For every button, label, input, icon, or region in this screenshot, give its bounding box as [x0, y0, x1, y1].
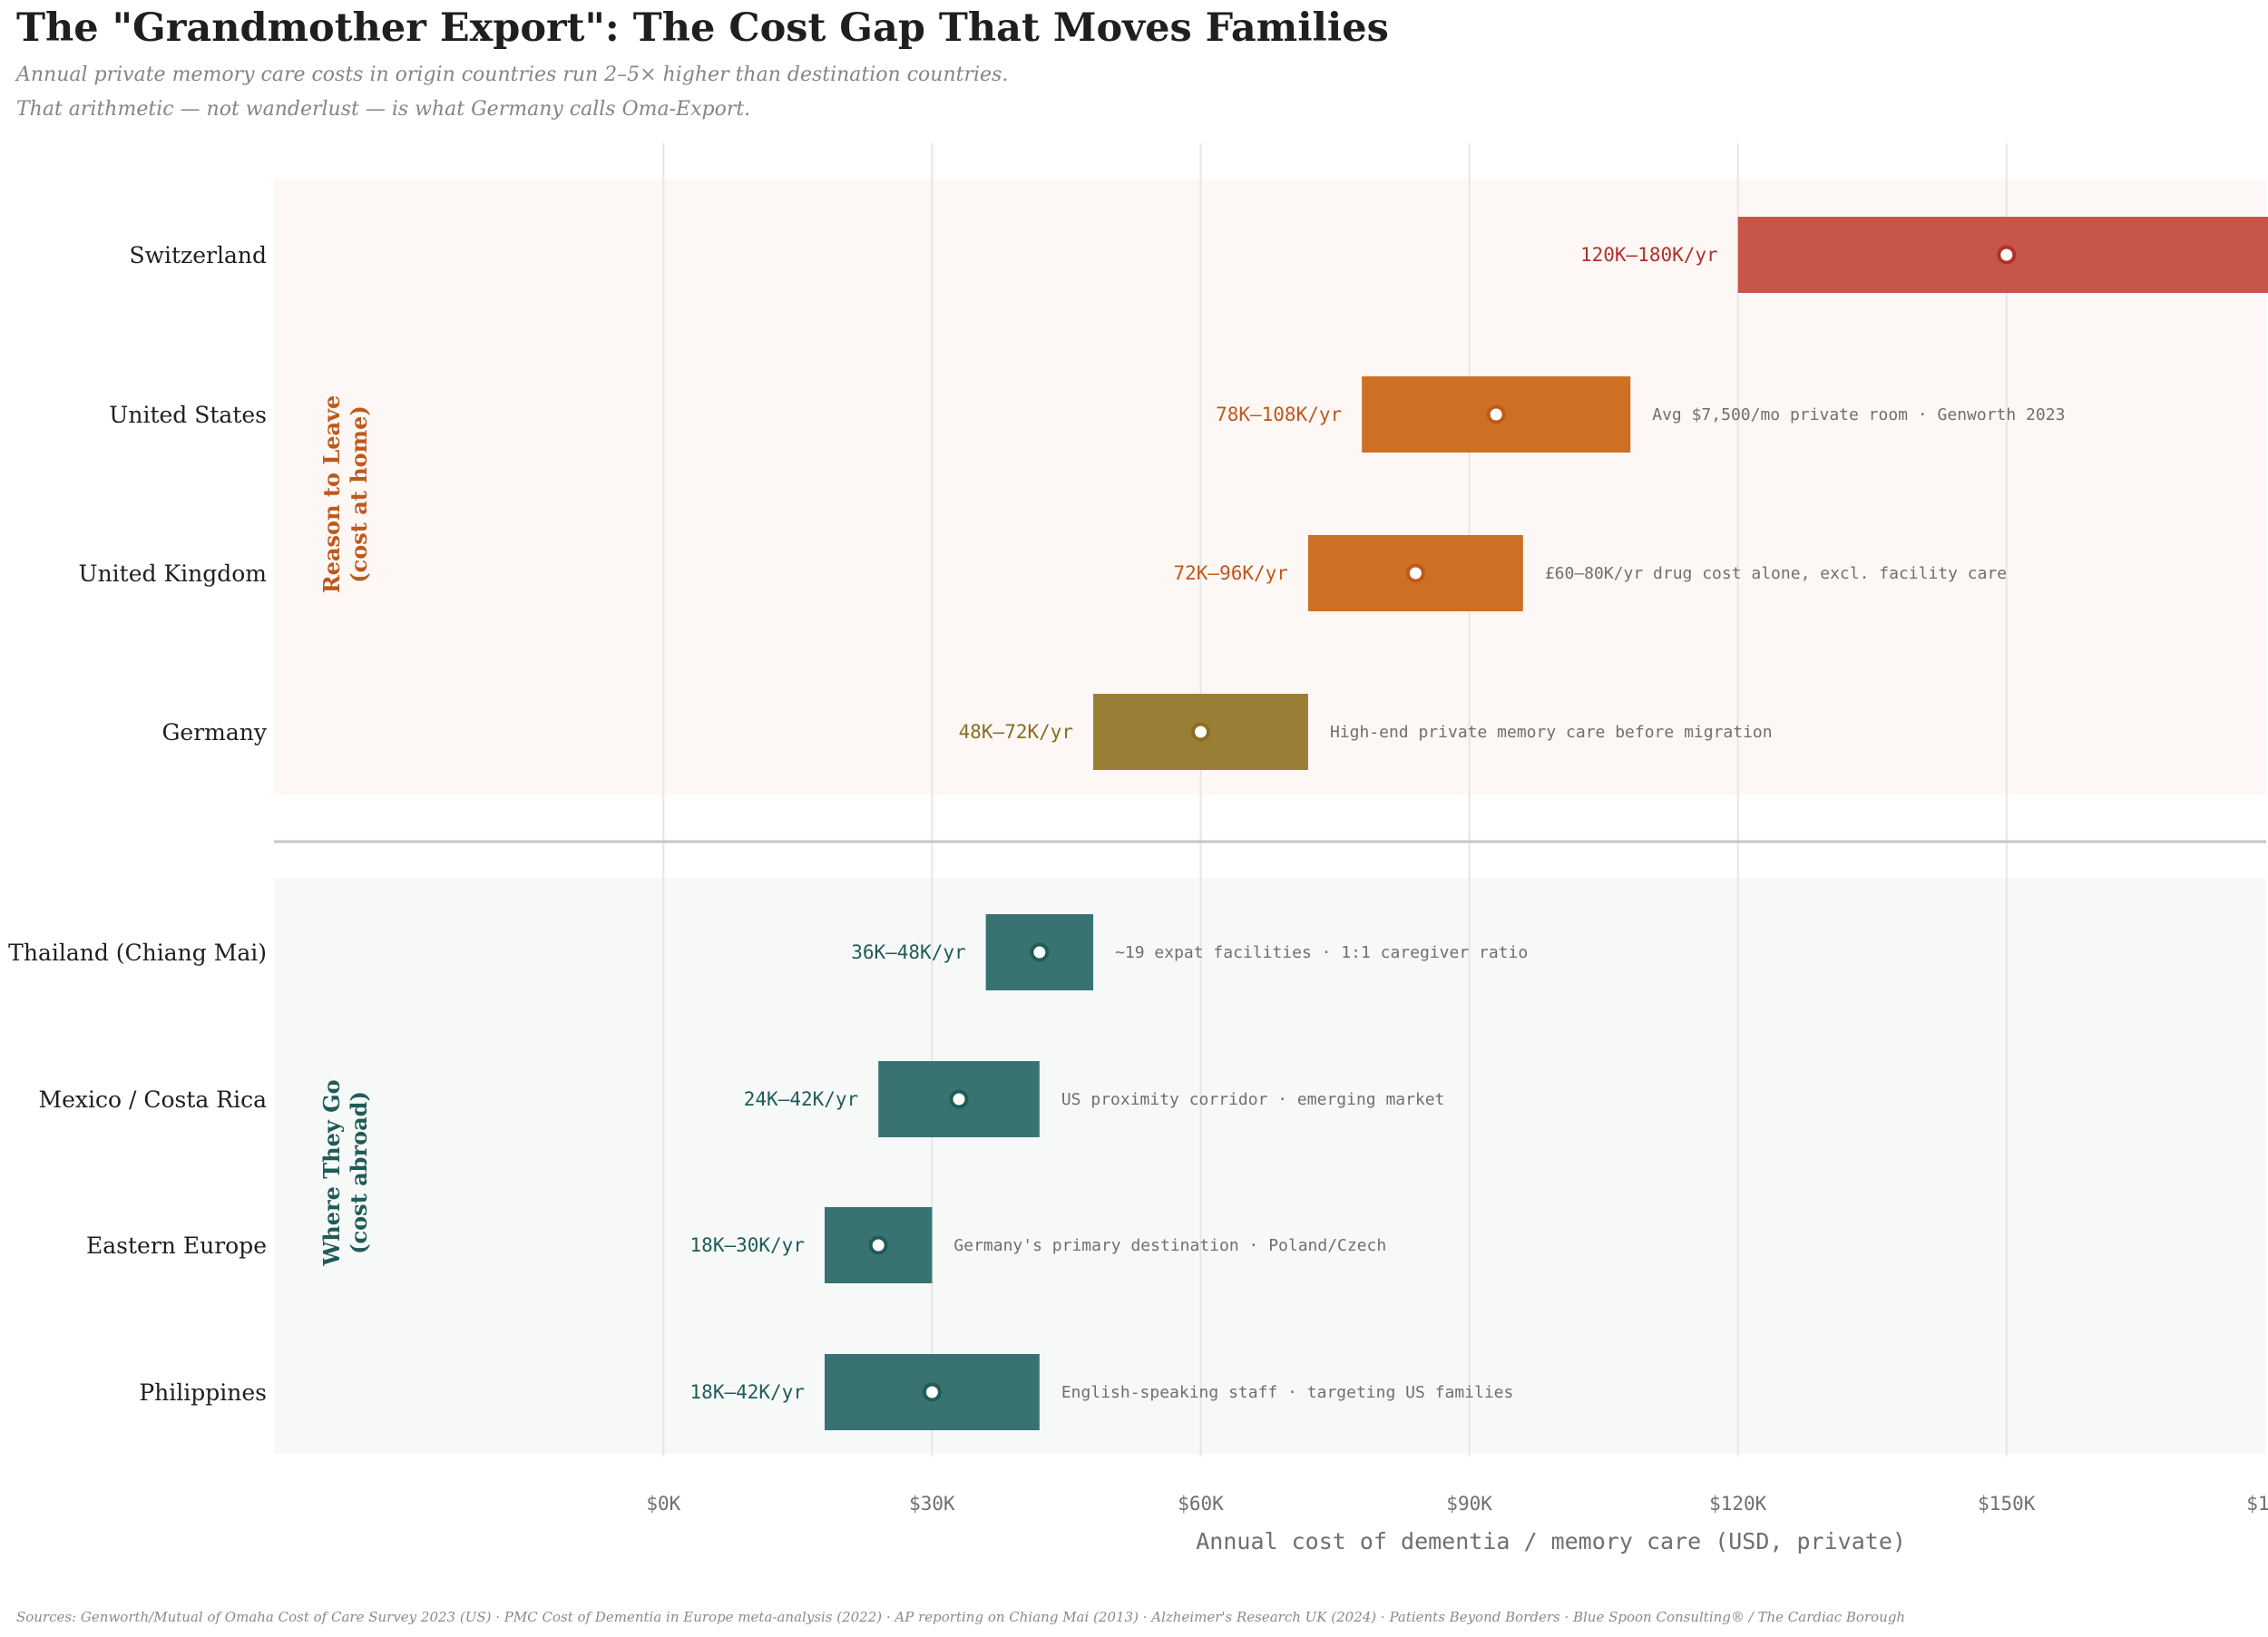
- panel-background-1: [274, 878, 2266, 1454]
- midpoint-marker-1-2: [868, 1235, 888, 1255]
- range-label-1-1: 24K–42K/yr: [744, 1088, 858, 1110]
- chart-subtitle-line-2: That arithmetic — not wanderlust — is wh…: [16, 98, 751, 121]
- midpoint-marker-0-1: [1486, 404, 1506, 424]
- range-label-1-0: 36K–48K/yr: [851, 941, 965, 963]
- x-tick-label-3: $90K: [1446, 1493, 1492, 1515]
- row-label-1-2: Eastern Europe: [86, 1233, 267, 1259]
- group-label-1-line-0: Where They Go: [318, 1079, 345, 1266]
- range-label-0-1: 78K–108K/yr: [1216, 404, 1342, 425]
- note-label-0-3: High-end private memory care before migr…: [1330, 723, 1773, 742]
- x-tick-label-5: $150K: [1978, 1493, 2036, 1515]
- midpoint-marker-1-1: [949, 1089, 969, 1109]
- x-tick-label-0: $0K: [646, 1493, 680, 1515]
- chart-title: The "Grandmother Export": The Cost Gap T…: [16, 5, 1389, 51]
- range-label-1-2: 18K–30K/yr: [690, 1234, 805, 1256]
- row-label-0-1: United States: [109, 402, 267, 428]
- note-label-0-1: Avg $7,500/mo private room · Genworth 20…: [1652, 405, 2065, 424]
- midpoint-marker-1-0: [1030, 942, 1050, 962]
- group-label-1-line-1: (cost abroad): [346, 1091, 372, 1254]
- row-label-0-2: United Kingdom: [79, 560, 268, 587]
- midpoint-marker-0-3: [1191, 722, 1211, 742]
- x-tick-label-2: $60K: [1178, 1493, 1224, 1515]
- group-label-0-line-0: Reason to Leave: [318, 395, 345, 593]
- group-label-0: Reason to Leave(cost at home): [318, 395, 372, 593]
- row-label-1-0: Thailand (Chiang Mai): [8, 940, 267, 966]
- x-tick-label-4: $120K: [1709, 1493, 1767, 1515]
- range-label-1-3: 18K–42K/yr: [690, 1381, 805, 1403]
- midpoint-marker-1-3: [922, 1382, 942, 1402]
- x-tick-label-1: $30K: [909, 1493, 955, 1515]
- x-axis-title: Annual cost of dementia / memory care (U…: [1196, 1528, 1906, 1554]
- note-label-0-2: £60–80K/yr drug cost alone, excl. facili…: [1545, 564, 2007, 583]
- note-label-1-2: Germany's primary destination · Poland/C…: [953, 1236, 1386, 1255]
- group-label-1: Where They Go(cost abroad): [318, 1079, 372, 1266]
- note-label-1-1: US proximity corridor · emerging market: [1061, 1090, 1445, 1109]
- note-label-1-0: ~19 expat facilities · 1:1 caregiver rat…: [1115, 943, 1528, 962]
- row-label-1-3: Philippines: [139, 1379, 267, 1406]
- row-label-0-0: Switzerland: [130, 242, 268, 268]
- midpoint-marker-0-0: [1997, 245, 2017, 265]
- range-label-0-3: 48K–72K/yr: [959, 721, 1073, 743]
- group-label-0-line-1: (cost at home): [346, 405, 372, 582]
- range-label-0-0: 120K–180K/yr: [1580, 244, 1718, 266]
- note-label-1-3: English-speaking staff · targeting US fa…: [1061, 1383, 1514, 1402]
- range-label-0-2: 72K–96K/yr: [1174, 562, 1288, 584]
- x-tick-label-6: $180K: [2246, 1493, 2268, 1515]
- midpoint-marker-0-2: [1405, 563, 1425, 583]
- row-label-0-3: Germany: [161, 719, 267, 745]
- row-label-1-1: Mexico / Costa Rica: [39, 1086, 268, 1113]
- chart-subtitle-line-1: Annual private memory care costs in orig…: [16, 63, 1009, 86]
- chart-footer-sources: Sources: Genworth/Mutual of Omaha Cost o…: [16, 1609, 1906, 1625]
